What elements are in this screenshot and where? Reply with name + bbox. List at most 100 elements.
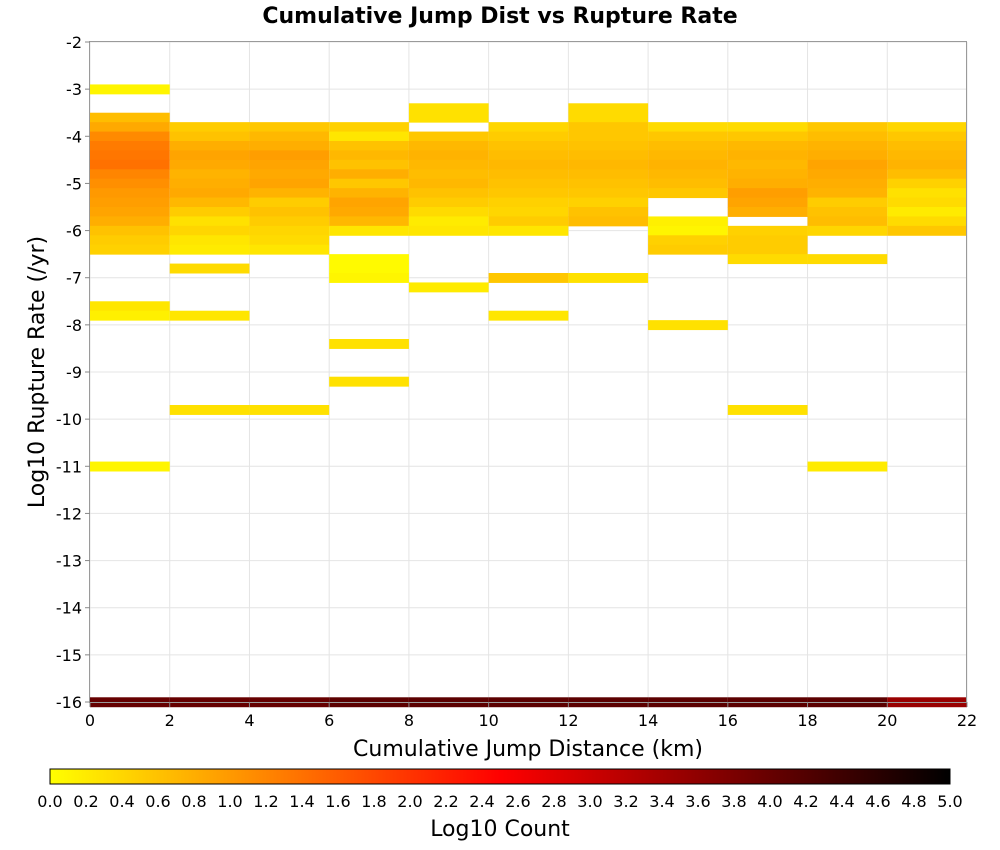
colorbar-tick-label: 3.2 (613, 792, 638, 811)
heatmap-cell (568, 103, 649, 114)
heatmap-cell (90, 235, 170, 246)
heatmap-cell (887, 150, 967, 161)
x-axis-ticks: 0 2 4 6 8 10 12 14 16 18 20 22 (85, 702, 977, 730)
heatmap-cell (727, 150, 808, 161)
heatmap-cell (408, 103, 489, 114)
y-tick-label: -16 (56, 693, 82, 712)
heatmap-cell (807, 225, 888, 236)
colorbar-tick-label: 4.2 (793, 792, 818, 811)
y-tick-label: -3 (66, 80, 82, 99)
heatmap-cell (329, 207, 409, 217)
colorbar-tick-label: 4.0 (757, 792, 782, 811)
heatmap-cell (727, 244, 808, 255)
heatmap-cell (648, 150, 728, 161)
heatmap-cell (169, 207, 250, 217)
y-tick-label: -14 (56, 599, 82, 618)
heatmap-cell (408, 225, 489, 236)
x-tick-label: 18 (797, 711, 817, 730)
heatmap-cell (249, 169, 330, 180)
heatmap-cell (408, 159, 489, 170)
x-tick-label: 6 (324, 711, 334, 730)
heatmap-cell (727, 188, 808, 199)
heatmap-cell (648, 159, 728, 170)
heatmap-cell (408, 188, 489, 199)
heatmap-cell (887, 216, 967, 227)
colorbar-ticks: 0.0 0.2 0.4 0.6 0.8 1.0 1.2 1.4 1.6 1.8 2.0 2.2 2.4 2… (37, 792, 962, 811)
heatmap-cell (727, 254, 808, 265)
y-tick-label: -10 (56, 410, 82, 429)
heatmap-cell (329, 131, 409, 142)
colorbar-tick-label: 0.4 (109, 792, 134, 811)
heatmap-cell (807, 131, 888, 142)
heatmap-cell (249, 178, 330, 189)
chart-title: Cumulative Jump Dist vs Rupture Rate (262, 4, 737, 29)
heatmap-cell (90, 301, 170, 312)
heatmap-cell (90, 197, 170, 208)
heatmap-cell (90, 188, 170, 199)
heatmap-cell (90, 461, 170, 472)
heatmap-cell (648, 141, 728, 151)
heatmap-cell (807, 122, 888, 133)
colorbar-tick-label: 3.4 (649, 792, 674, 811)
heatmap-cell (488, 216, 569, 227)
heatmap-cell (807, 141, 888, 151)
y-tick-label: -11 (56, 457, 82, 476)
heatmap-cell (408, 207, 489, 217)
heatmap-cell (887, 131, 967, 142)
heatmap-cell (90, 150, 170, 161)
heatmap-cell (568, 197, 649, 208)
heatmap-cell (727, 235, 808, 246)
heatmap-cell (169, 159, 250, 170)
heatmap-cell (90, 225, 170, 236)
colorbar-tick-label: 0.2 (73, 792, 98, 811)
heatmap-cell (488, 273, 569, 283)
heatmap-cell (169, 188, 250, 199)
colorbar-tick-label: 2.8 (541, 792, 566, 811)
heatmap-cell (488, 178, 569, 189)
colorbar-tick-label: 2.6 (505, 792, 530, 811)
heatmap-cell (169, 150, 250, 161)
x-tick-label: 10 (478, 711, 498, 730)
heatmap-cell (90, 178, 170, 189)
heatmap-cell (807, 254, 888, 265)
colorbar-tick-label: 3.6 (685, 792, 710, 811)
heatmap-cell (727, 207, 808, 217)
heatmap-cell (90, 131, 170, 142)
heatmap-cell (727, 225, 808, 236)
heatmap-cell (887, 169, 967, 180)
heatmap-cell (568, 122, 649, 133)
heatmap-cell (249, 235, 330, 246)
heatmap-cell (887, 197, 967, 208)
heatmap-cell (648, 188, 728, 199)
heatmap-cell (169, 131, 250, 142)
heatmap-cell (169, 169, 250, 180)
heatmap-cell (568, 159, 649, 170)
heatmap-cell (568, 131, 649, 142)
y-tick-label: -6 (66, 222, 82, 241)
colorbar-tick-label: 0.6 (145, 792, 170, 811)
heatmap-cell (488, 188, 569, 199)
heatmap-cell (408, 178, 489, 189)
heatmap-cell (90, 310, 170, 321)
heatmap-cell (727, 131, 808, 142)
heatmap-cell (90, 141, 170, 151)
heatmap-cell (169, 178, 250, 189)
x-tick-label: 20 (877, 711, 897, 730)
heatmap-cell (249, 216, 330, 227)
colorbar-tick-label: 2.4 (469, 792, 494, 811)
heatmap-cell (329, 225, 409, 236)
heatmap-cells (90, 84, 967, 708)
x-tick-label: 22 (957, 711, 977, 730)
heatmap-cell (488, 122, 569, 133)
heatmap-cell (408, 216, 489, 227)
heatmap-cell (90, 159, 170, 170)
heatmap-cell (249, 131, 330, 142)
heatmap-cell (169, 122, 250, 133)
y-tick-label: -7 (66, 269, 82, 288)
heatmap-cell (408, 131, 489, 142)
colorbar-label: Log10 Count (430, 817, 570, 842)
heatmap-cell (727, 169, 808, 180)
heatmap-cell (169, 197, 250, 208)
colorbar-tick-label: 4.4 (829, 792, 854, 811)
heatmap-cell (249, 141, 330, 151)
